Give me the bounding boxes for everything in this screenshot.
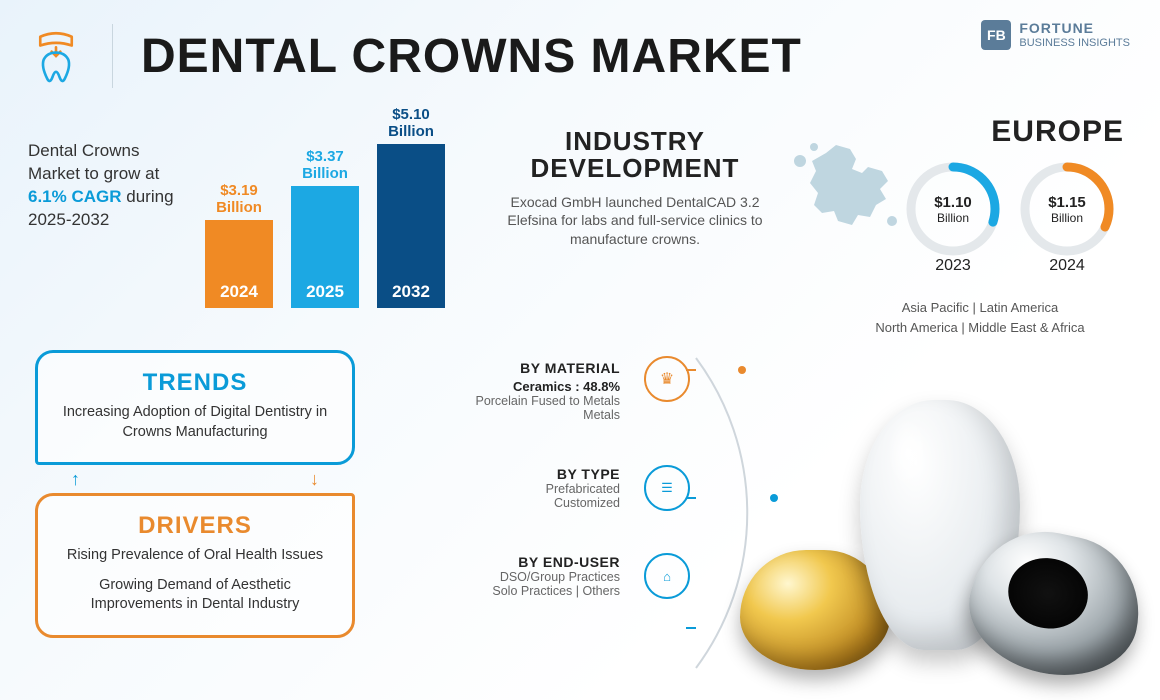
- segment-by-end-user: BY END-USERDSO/Group PracticesSolo Pract…: [430, 554, 690, 598]
- growth-summary: Dental Crowns Market to grow at 6.1% CAG…: [28, 140, 188, 232]
- segment-by-type: BY TYPEPrefabricatedCustomized☰: [430, 466, 690, 510]
- market-size-bar-chart: $3.19 Billion2024$3.37 Billion2025$5.10 …: [205, 118, 455, 308]
- segmentation-list: BY MATERIALCeramics : 48.8%Porcelain Fus…: [430, 360, 690, 642]
- bar-value-label: $3.19 Billion: [205, 182, 273, 216]
- donut-year: 2024: [1019, 257, 1115, 275]
- industry-development: INDUSTRY DEVELOPMENT Exocad GmbH launche…: [490, 128, 780, 249]
- bar-2032: $5.10 Billion 2032: [377, 106, 445, 308]
- europe-heading: EUROPE: [890, 115, 1124, 149]
- arrow-up-icon: ↑: [71, 469, 80, 490]
- drivers-card: DRIVERS Rising Prevalence of Oral Health…: [35, 493, 355, 638]
- teeth-icon: ☰: [644, 465, 690, 511]
- crown-icon: ♛: [644, 356, 690, 402]
- bar-2024: $3.19 Billion 2024: [205, 182, 273, 308]
- donut-2024: $1.15Billion2024: [1019, 161, 1115, 275]
- card-connector: ↑ ↓: [35, 465, 355, 493]
- donut-2023: $1.10Billion2023: [905, 161, 1001, 275]
- product-crowns-image: [730, 380, 1140, 680]
- cagr-value: 6.1% CAGR: [28, 187, 122, 206]
- europe-donut-charts: $1.10Billion2023$1.15Billion2024: [890, 161, 1130, 275]
- divider: [112, 24, 113, 88]
- page-title: DENTAL CROWNS MARKET: [141, 29, 802, 84]
- industry-heading: INDUSTRY DEVELOPMENT: [490, 128, 780, 183]
- trends-card: TRENDS Increasing Adoption of Digital De…: [35, 350, 355, 465]
- logo-mark: FB: [981, 20, 1011, 50]
- donut-year: 2023: [905, 257, 1001, 275]
- segment-by-material: BY MATERIALCeramics : 48.8%Porcelain Fus…: [430, 360, 690, 422]
- logo-text: FORTUNE BUSINESS INSIGHTS: [1019, 21, 1130, 48]
- europe-panel: EUROPE $1.10Billion2023$1.15Billion2024: [890, 115, 1130, 275]
- brand-logo: FB FORTUNE BUSINESS INSIGHTS: [981, 20, 1130, 50]
- other-regions: Asia Pacific | Latin America North Ameri…: [830, 298, 1130, 337]
- header: DENTAL CROWNS MARKET: [28, 24, 802, 88]
- bar-2025: $3.37 Billion 2025: [291, 148, 359, 308]
- bar-rect: 2025: [291, 186, 359, 308]
- bar-rect: 2024: [205, 220, 273, 308]
- bar-value-label: $5.10 Billion: [377, 106, 445, 140]
- bar-value-label: $3.37 Billion: [291, 148, 359, 182]
- clinic-icon: ⌂: [644, 553, 690, 599]
- trends-drivers: TRENDS Increasing Adoption of Digital De…: [35, 350, 355, 638]
- industry-body: Exocad GmbH launched DentalCAD 3.2 Elefs…: [490, 193, 780, 250]
- arrow-down-icon: ↓: [310, 469, 319, 490]
- bar-rect: 2032: [377, 144, 445, 308]
- dental-crown-icon: [28, 28, 84, 84]
